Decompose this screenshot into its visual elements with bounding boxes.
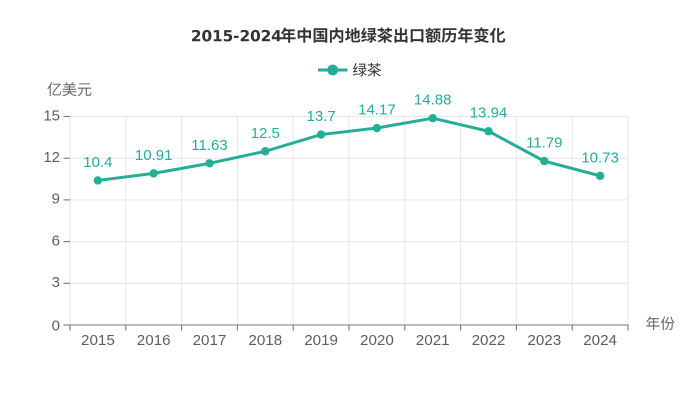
- svg-text:2016: 2016: [137, 332, 171, 349]
- svg-text:2022: 2022: [472, 332, 506, 349]
- svg-text:2017: 2017: [193, 332, 227, 349]
- svg-text:13.94: 13.94: [470, 105, 508, 122]
- svg-text:12.5: 12.5: [251, 125, 280, 142]
- svg-text:2021: 2021: [416, 332, 450, 349]
- svg-text:2018: 2018: [248, 332, 282, 349]
- svg-text:10.4: 10.4: [83, 154, 112, 171]
- svg-text:2019: 2019: [304, 332, 338, 349]
- svg-text:12: 12: [43, 149, 60, 166]
- svg-text:2015: 2015: [81, 332, 115, 349]
- svg-text:2024: 2024: [583, 332, 617, 349]
- svg-text:14.17: 14.17: [358, 102, 396, 119]
- svg-text:9: 9: [52, 191, 60, 208]
- svg-text:2023: 2023: [527, 332, 561, 349]
- svg-text:10.91: 10.91: [135, 147, 173, 164]
- svg-text:15: 15: [43, 107, 60, 124]
- svg-text:6: 6: [52, 232, 60, 249]
- svg-text:3: 3: [52, 274, 60, 291]
- svg-text:13.7: 13.7: [306, 108, 335, 125]
- svg-text:2020: 2020: [360, 332, 394, 349]
- svg-text:10.73: 10.73: [581, 149, 619, 166]
- svg-text:0: 0: [52, 317, 60, 334]
- svg-text:14.88: 14.88: [414, 92, 452, 109]
- svg-text:11.63: 11.63: [191, 137, 227, 154]
- svg-text:11.79: 11.79: [526, 135, 562, 152]
